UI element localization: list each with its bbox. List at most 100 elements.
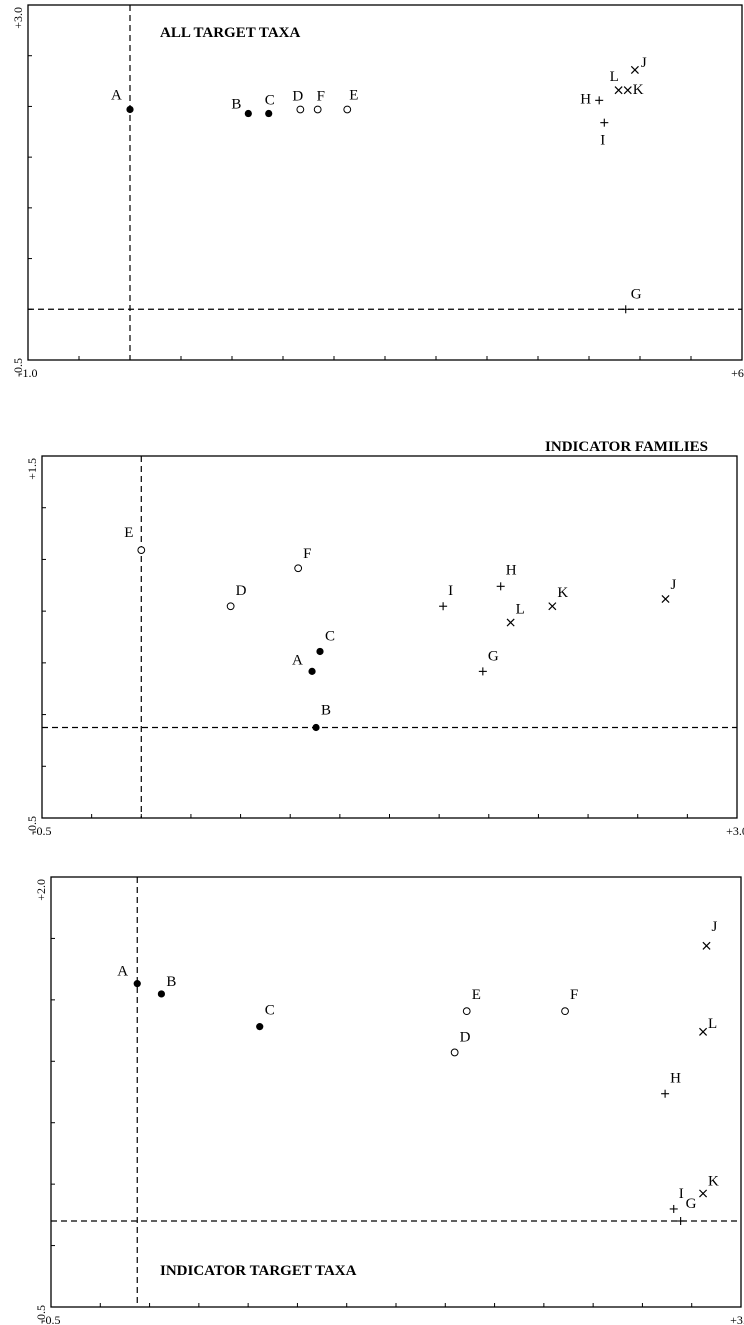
plus-marker (661, 1089, 670, 1098)
filled-circle-marker (244, 109, 252, 118)
cross-marker (702, 941, 711, 950)
point-H: H (580, 91, 604, 107)
point-A: A (292, 652, 316, 675)
open-circle-marker (137, 546, 146, 555)
cross-marker (699, 1189, 708, 1198)
point-F: F (313, 88, 325, 114)
point-label: D (460, 1029, 471, 1045)
point-D: D (226, 583, 247, 611)
scatter-panel-3: -0.5 +3.5 -0.5 +2.0 INDICATOR TARGET TAXA A B C… (34, 876, 744, 1325)
open-circle-marker (226, 602, 235, 611)
point-label: J (641, 55, 647, 71)
point-label: I (679, 1186, 684, 1202)
cross-marker (630, 65, 639, 74)
cross-marker (506, 618, 515, 627)
point-L: L (610, 69, 623, 95)
point-label: B (166, 974, 176, 990)
point-label: D (292, 88, 303, 104)
cross-marker (623, 86, 632, 95)
point-label: A (111, 87, 122, 103)
point-label: L (708, 1016, 717, 1032)
filled-circle-marker (133, 980, 141, 988)
point-D: D (450, 1029, 471, 1057)
y-max-label: +2.0 (34, 879, 48, 901)
point-label: J (671, 577, 677, 593)
point-J: J (630, 55, 647, 74)
plus-marker (621, 305, 630, 314)
point-I: I (439, 583, 453, 611)
point-D: D (292, 88, 305, 114)
point-J: J (702, 919, 718, 950)
point-C: C (256, 1003, 275, 1031)
point-I: I (600, 118, 609, 149)
point-label: F (570, 987, 578, 1003)
open-circle-marker (294, 564, 303, 573)
plus-marker (439, 602, 448, 611)
point-E: E (343, 87, 358, 114)
plus-marker (669, 1204, 678, 1213)
y-max-label: +1.5 (25, 458, 39, 480)
point-label: G (686, 1196, 697, 1212)
point-label: H (670, 1071, 681, 1087)
point-label: A (117, 964, 128, 980)
plus-marker (600, 118, 609, 127)
point-H: H (661, 1071, 681, 1098)
chart-title: ALL TARGET TAXA (160, 25, 300, 41)
y-min-label: -0.5 (34, 1305, 48, 1324)
x-max-label: +3.0 (726, 824, 744, 838)
filled-circle-marker (256, 1023, 264, 1031)
plus-marker (595, 96, 604, 105)
point-label: G (488, 648, 499, 664)
filled-circle-marker (312, 723, 320, 732)
point-F: F (561, 987, 578, 1016)
scatter-panel-1: -1.0 +6.0 -0.5 +3.0 ALL TARGET TAXA A B C DF E H I J… (11, 4, 744, 380)
point-label: I (600, 133, 605, 149)
point-label: E (472, 987, 481, 1003)
point-label: K (708, 1173, 719, 1189)
chart-title: INDICATOR TARGET TAXA (160, 1263, 357, 1279)
plus-marker (478, 667, 487, 676)
filled-circle-marker (308, 667, 316, 675)
plus-marker (676, 1217, 685, 1225)
x-min-label: -1.0 (19, 366, 38, 380)
cross-marker (661, 594, 670, 604)
point-label: F (303, 546, 311, 562)
point-label: C (265, 1003, 275, 1019)
point-E: E (462, 987, 481, 1016)
x-max-label: +6.0 (731, 366, 744, 380)
point-label: K (633, 82, 644, 98)
point-label: J (712, 919, 718, 935)
point-label: I (448, 583, 453, 599)
point-label: H (580, 91, 591, 107)
point-C: C (265, 93, 275, 118)
y-min-label: -0.5 (11, 358, 25, 377)
point-A: A (117, 964, 141, 988)
point-J: J (661, 577, 677, 604)
filled-circle-marker (126, 105, 134, 114)
point-I: I (669, 1186, 684, 1213)
point-K: K (548, 585, 568, 611)
point-B: B (157, 974, 176, 998)
point-label: E (124, 525, 133, 541)
cross-marker (548, 602, 557, 611)
cross-marker (614, 86, 623, 95)
point-E: E (124, 525, 146, 555)
point-label: G (631, 286, 642, 302)
y-max-label: +3.0 (11, 7, 25, 29)
open-circle-marker (561, 1007, 569, 1016)
point-K: K (623, 82, 644, 98)
plot-frame (41, 455, 738, 819)
point-label: A (292, 652, 303, 668)
point-label: C (325, 628, 335, 644)
open-circle-marker (450, 1048, 459, 1057)
point-label: F (317, 88, 325, 104)
filled-circle-marker (316, 647, 324, 656)
x-min-label: -0.5 (33, 824, 52, 838)
open-circle-marker (343, 105, 352, 114)
point-label: H (506, 562, 517, 578)
point-label: C (265, 93, 275, 109)
point-label: B (321, 703, 331, 719)
point-C: C (316, 628, 335, 656)
filled-circle-marker (265, 109, 273, 118)
